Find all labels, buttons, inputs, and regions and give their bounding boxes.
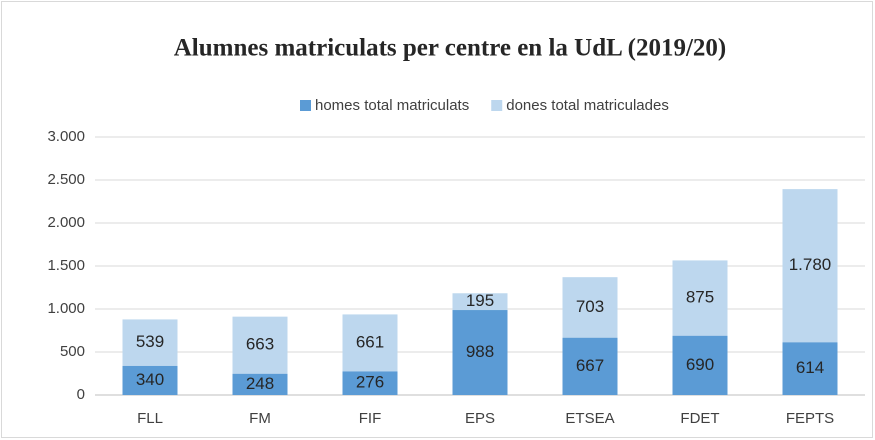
y-tick-label: 0 [77,386,85,403]
x-tick-label: ETSEA [565,410,614,427]
x-tick-label: FIF [359,410,382,427]
bar-segment [562,337,618,395]
bar-segment [342,314,398,372]
data-label: 248 [246,374,274,393]
legend-swatch [491,100,503,111]
data-label: 875 [686,288,714,307]
bar-segment [122,319,178,366]
data-label: 667 [576,356,604,375]
data-label: 988 [466,342,494,361]
x-tick-label: EPS [465,410,495,427]
data-label: 1.780 [789,255,832,274]
data-label: 661 [356,332,384,351]
chart-title: Alumnes matriculats per centre en la UdL… [174,35,727,62]
bar-segment [342,371,398,395]
bar-segment [782,342,838,395]
x-tick-label: FEPTS [786,410,834,427]
bar-segment [452,293,508,311]
y-tick-label: 1.500 [47,257,85,274]
bar-segment [782,189,838,343]
legend-label: homes total matriculats [315,97,469,114]
y-tick-label: 3.000 [47,128,85,145]
bar-segment [562,277,618,338]
x-tick-label: FM [249,410,271,427]
x-tick-label: FDET [680,410,719,427]
bar-segment [672,335,728,395]
data-label: 690 [686,355,714,374]
bar-segment [232,316,288,374]
bar-segment [672,260,728,336]
data-label: 663 [246,335,274,354]
x-tick-label: FLL [137,410,163,427]
data-label: 195 [466,291,494,310]
data-label: 276 [356,373,384,392]
bar-segment [452,310,508,395]
data-label: 340 [136,370,164,389]
y-tick-label: 2.000 [47,214,85,231]
y-tick-label: 500 [60,343,85,360]
y-tick-label: 2.500 [47,171,85,188]
bar-segment [122,365,178,395]
data-label: 539 [136,332,164,351]
y-tick-label: 1.000 [47,300,85,317]
data-label: 614 [796,358,824,377]
legend-label: dones total matriculades [506,97,669,114]
data-label: 703 [576,297,604,316]
legend-swatch [300,100,311,111]
bar-segment [232,373,288,395]
